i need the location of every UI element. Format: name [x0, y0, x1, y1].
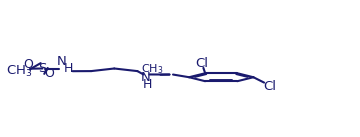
Text: Cl: Cl [263, 80, 276, 93]
Text: Cl: Cl [195, 57, 208, 70]
Text: N: N [57, 55, 67, 68]
Text: N: N [140, 71, 150, 84]
Text: O: O [44, 67, 54, 80]
Text: CH$_3$: CH$_3$ [6, 64, 33, 79]
Text: S: S [38, 62, 47, 75]
Text: O: O [23, 58, 33, 71]
Text: H: H [63, 62, 73, 75]
Text: CH$_3$: CH$_3$ [141, 62, 164, 76]
Text: H: H [142, 78, 152, 91]
